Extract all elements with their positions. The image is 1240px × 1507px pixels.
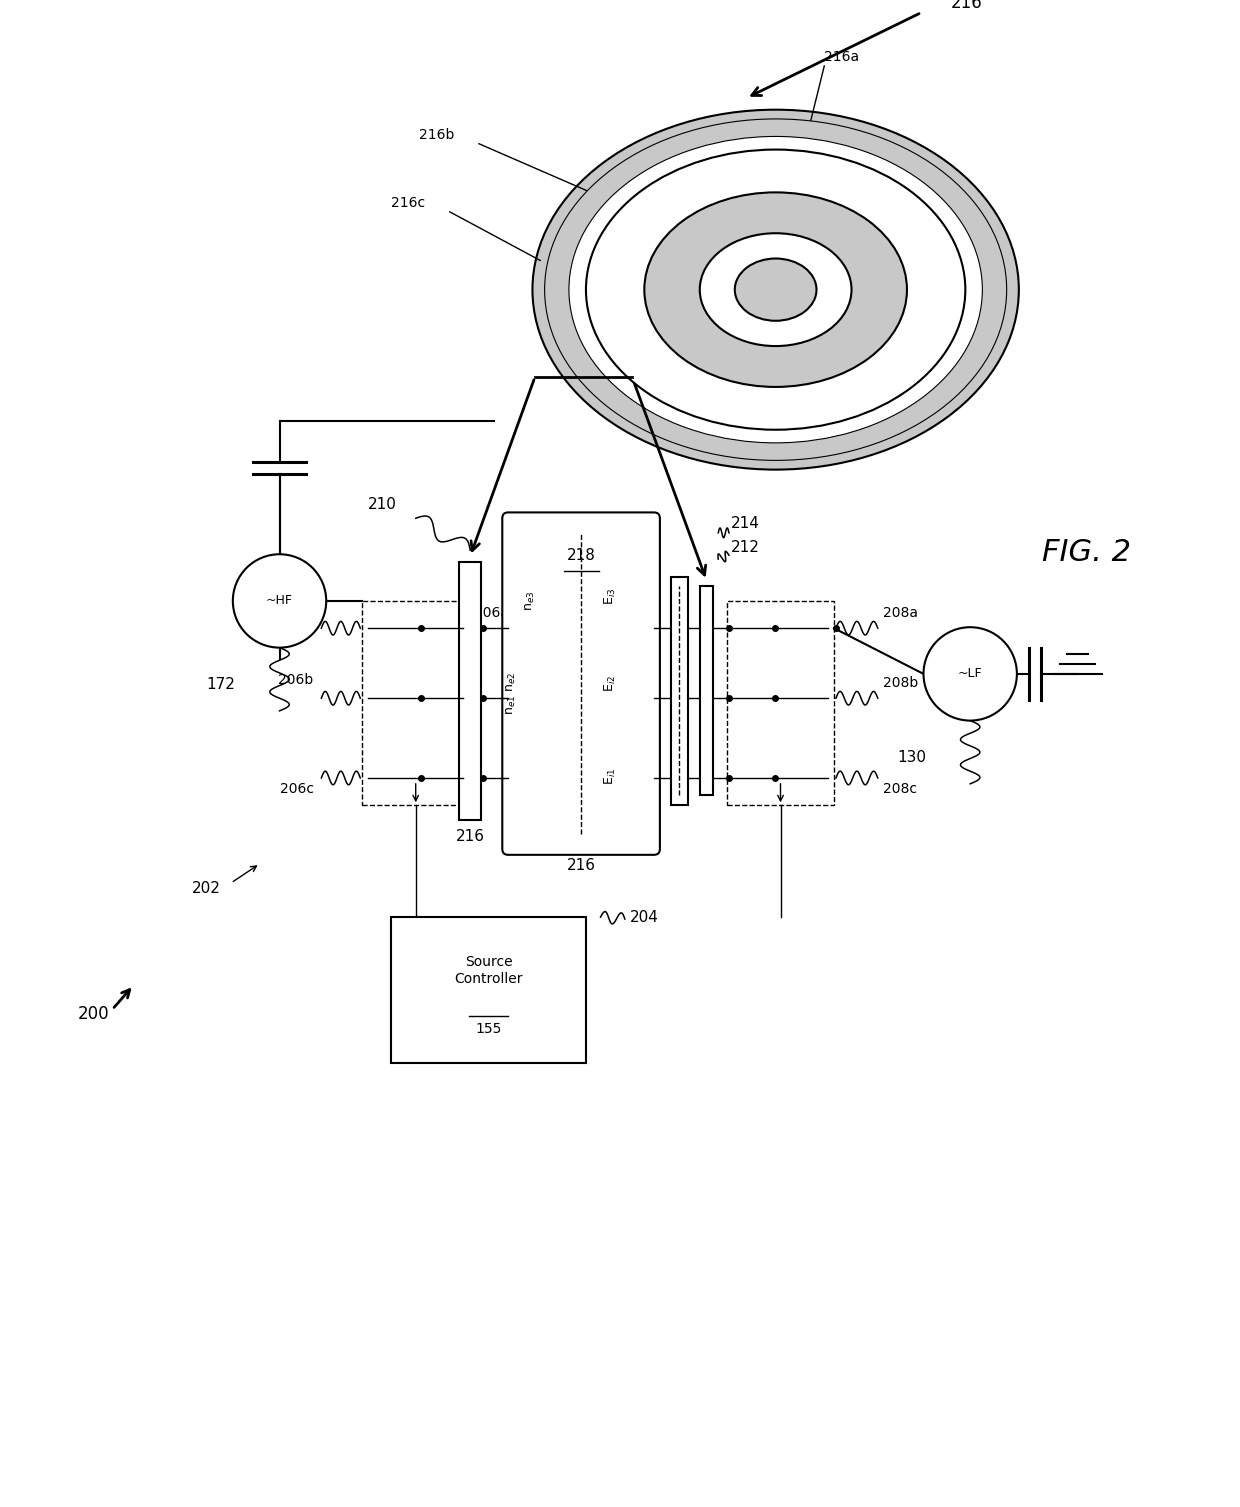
Text: FIG. 2: FIG. 2 (1043, 538, 1131, 567)
Text: n$_{e1}$ n$_{e2}$: n$_{e1}$ n$_{e2}$ (505, 672, 517, 714)
Text: 200: 200 (78, 1005, 109, 1023)
Text: 172: 172 (207, 677, 236, 692)
Text: 212: 212 (730, 541, 760, 555)
Text: E$_{i1}$: E$_{i1}$ (603, 767, 618, 785)
Bar (392, 918, 587, 1062)
Text: 206a: 206a (474, 606, 510, 619)
FancyBboxPatch shape (502, 512, 660, 854)
Text: 216: 216 (567, 859, 595, 874)
Text: n$_{e3}$: n$_{e3}$ (525, 591, 537, 610)
Text: 155: 155 (475, 1022, 502, 1035)
Bar (727, 601, 835, 805)
Text: 216a: 216a (825, 50, 859, 65)
Text: ~LF: ~LF (957, 668, 982, 680)
Text: E$_{i2}$: E$_{i2}$ (603, 675, 618, 692)
Ellipse shape (699, 234, 852, 347)
Text: 130: 130 (898, 750, 926, 766)
Ellipse shape (699, 234, 852, 347)
Text: 204: 204 (630, 910, 658, 925)
Text: 216: 216 (455, 829, 485, 844)
Bar (460, 562, 481, 820)
Text: E$_{i3}$: E$_{i3}$ (603, 588, 618, 604)
Ellipse shape (587, 149, 965, 429)
Bar (362, 601, 469, 805)
Text: 208c: 208c (883, 782, 916, 796)
Ellipse shape (735, 259, 816, 321)
Text: 216: 216 (951, 0, 982, 12)
Text: 218: 218 (567, 547, 595, 562)
Text: 208a: 208a (883, 606, 918, 619)
Ellipse shape (544, 119, 1007, 460)
Text: 214: 214 (730, 515, 760, 530)
Text: 216b: 216b (419, 128, 455, 142)
Text: 202: 202 (192, 880, 221, 895)
Text: 206b: 206b (278, 672, 314, 687)
Ellipse shape (645, 193, 906, 387)
Circle shape (233, 555, 326, 648)
Ellipse shape (532, 110, 1019, 470)
Text: 210: 210 (367, 496, 397, 511)
Text: 216c: 216c (392, 196, 425, 209)
Text: ~HF: ~HF (267, 594, 293, 607)
Ellipse shape (569, 137, 982, 443)
Ellipse shape (587, 149, 965, 429)
Circle shape (924, 627, 1017, 720)
Ellipse shape (735, 259, 816, 321)
Bar (699, 586, 713, 796)
Text: 206c: 206c (279, 782, 314, 796)
Bar (671, 577, 688, 805)
Ellipse shape (645, 193, 906, 387)
Text: Source
Controller: Source Controller (454, 955, 523, 986)
Text: 208b: 208b (883, 675, 918, 690)
